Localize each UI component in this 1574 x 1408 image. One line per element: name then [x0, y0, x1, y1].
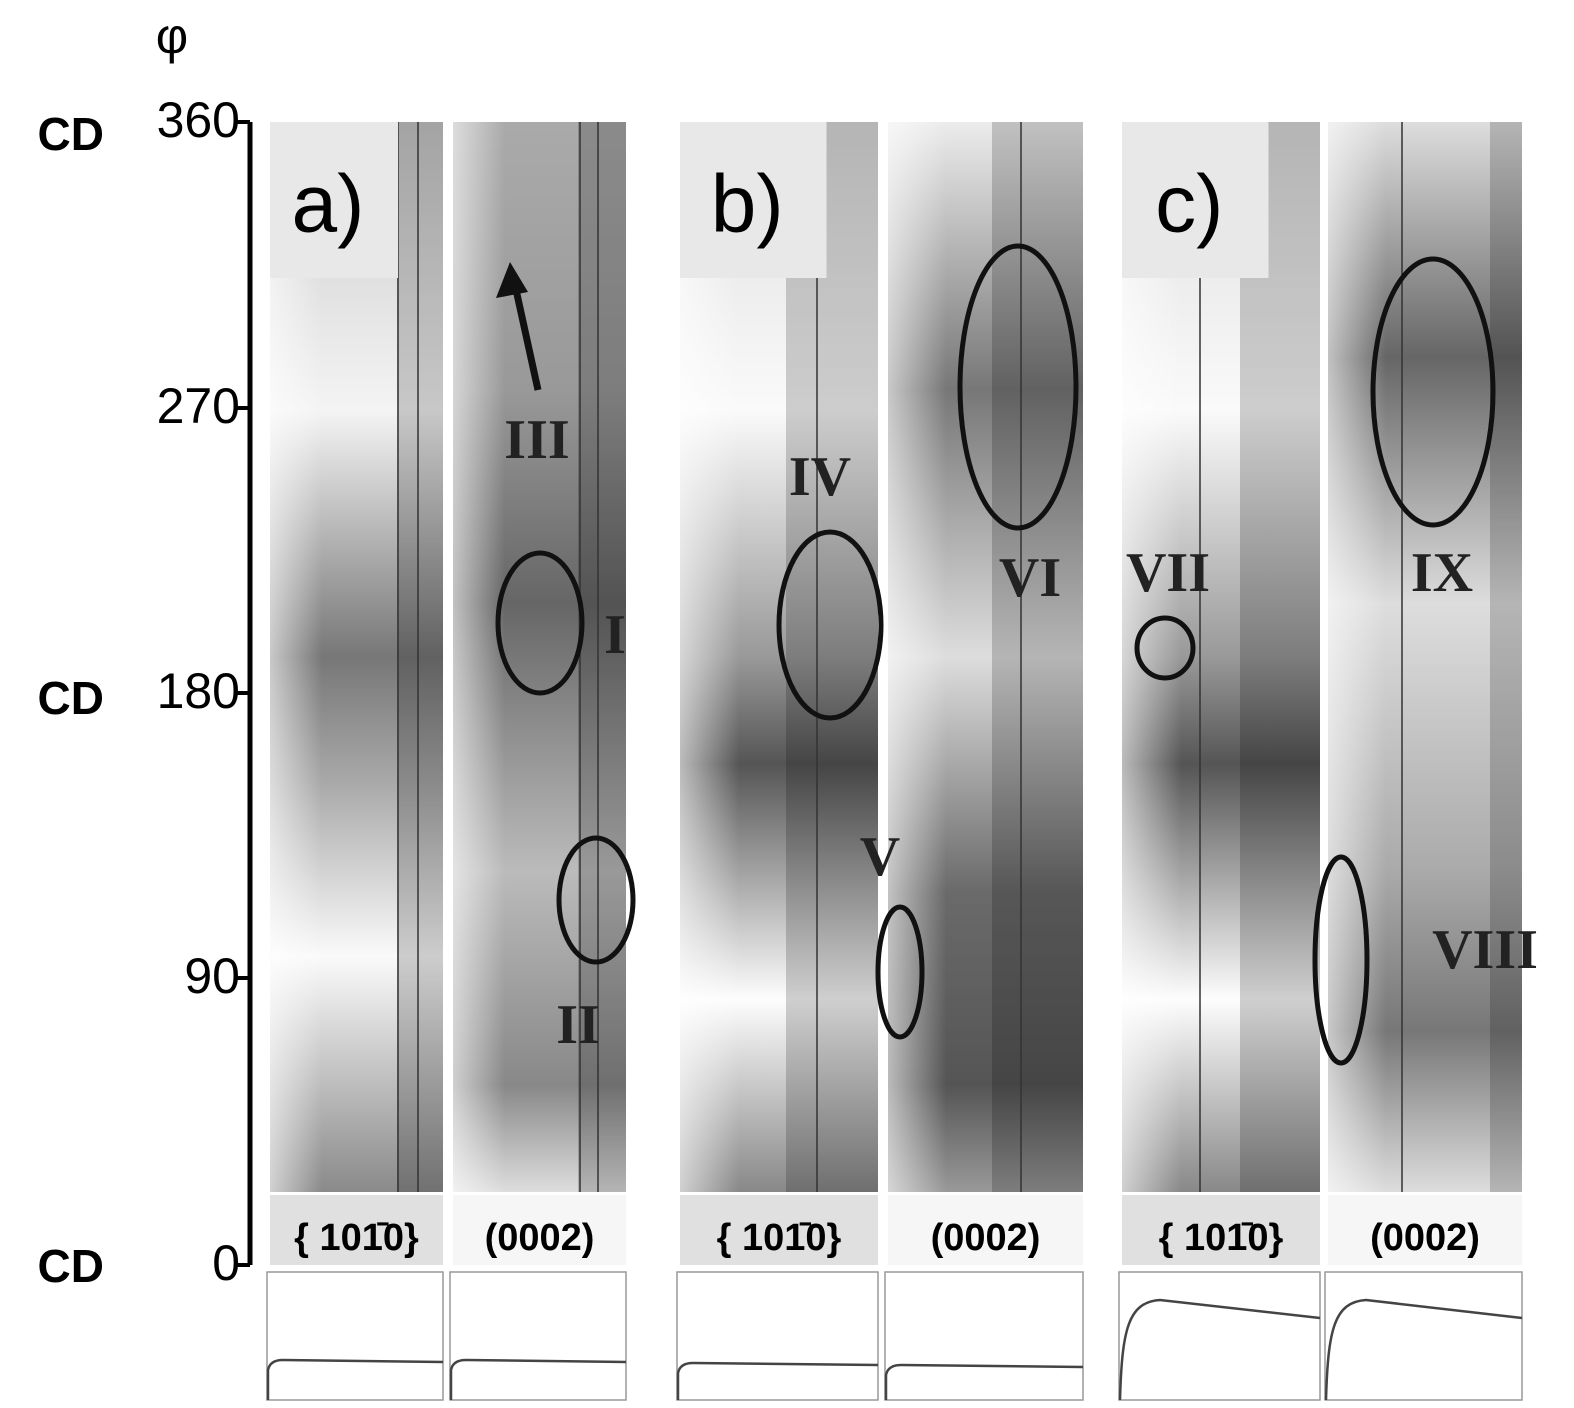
ellipse: [495, 550, 585, 696]
region-label: VII: [1126, 542, 1210, 604]
label-bg: [888, 1195, 1083, 1265]
region-label: IV: [789, 446, 851, 508]
label-bg: [453, 1195, 626, 1265]
edge-fade: [453, 122, 626, 1192]
panel-label: b): [711, 159, 784, 250]
label-bg: [1328, 1195, 1522, 1265]
tick-label: 0: [212, 1235, 240, 1291]
reference-label: CD: [38, 1240, 104, 1292]
highlights: [495, 243, 1496, 1066]
panel-label-bg: [680, 122, 827, 278]
panel-label: a): [292, 159, 365, 250]
arrow-head: [496, 262, 528, 298]
ellipse: [1370, 256, 1496, 528]
region-label: VI: [999, 547, 1061, 609]
profile-curve: [1118, 1298, 1321, 1401]
reference-label: CD: [38, 108, 104, 160]
ellipse: [957, 243, 1079, 531]
profile-box: [676, 1271, 879, 1401]
profile-box: [884, 1271, 1084, 1401]
profile-box: [1324, 1271, 1523, 1401]
strip-label: { 101̄0}: [717, 1217, 842, 1259]
profile-box: [449, 1271, 627, 1401]
edge-fade: [680, 122, 878, 1192]
profile-curve: [1324, 1298, 1523, 1401]
region-label: I: [604, 604, 626, 666]
strip-label: (0002): [485, 1217, 595, 1259]
ellipse: [1134, 615, 1196, 681]
tick-label: 180: [157, 663, 240, 719]
edge-fade: [1328, 122, 1522, 1192]
label-bg: [680, 1195, 878, 1265]
tick-label: 360: [157, 92, 240, 148]
profile-curve: [676, 1361, 879, 1400]
strip-label: { 101̄0}: [1159, 1217, 1284, 1259]
edge-fade: [1122, 122, 1320, 1192]
ellipse: [556, 835, 636, 965]
region-label: V: [860, 826, 900, 888]
label-bg: [270, 1195, 443, 1265]
axis-symbol: φ: [156, 8, 188, 64]
reference-label: CD: [38, 672, 104, 724]
panel-label-bg: [270, 122, 399, 278]
ellipse: [776, 529, 884, 721]
ticks: 360 270 180 90 0: [157, 92, 250, 1291]
strip-label: (0002): [931, 1217, 1041, 1259]
profile-curve: [266, 1358, 444, 1400]
label-bg: [1122, 1195, 1320, 1265]
region-label: IX: [1411, 542, 1473, 604]
profile-curve: [884, 1363, 1084, 1400]
strip-label: { 101̄0}: [294, 1217, 419, 1259]
ellipse: [1312, 854, 1370, 1066]
tick-label: 270: [157, 378, 240, 434]
edge-fade: [888, 122, 1083, 1192]
region-label: VIII: [1432, 919, 1538, 981]
panel-label: c): [1155, 159, 1223, 250]
region-label: III: [504, 409, 569, 471]
strip-label: (0002): [1370, 1217, 1480, 1259]
profile-box: [266, 1271, 444, 1401]
arrow-shaft: [511, 284, 542, 391]
tick-label: 90: [184, 948, 240, 1004]
strips: { 101̄0} a) (0002) { 101̄0} b) (0002) { 101̄0}…: [266, 122, 1523, 1401]
profile-box: [1118, 1271, 1321, 1401]
profile-curve: [449, 1358, 627, 1400]
region-label: II: [556, 994, 600, 1056]
edge-fade: [270, 122, 443, 1192]
ellipse: [875, 904, 925, 1040]
panel-label-bg: [1122, 122, 1269, 278]
